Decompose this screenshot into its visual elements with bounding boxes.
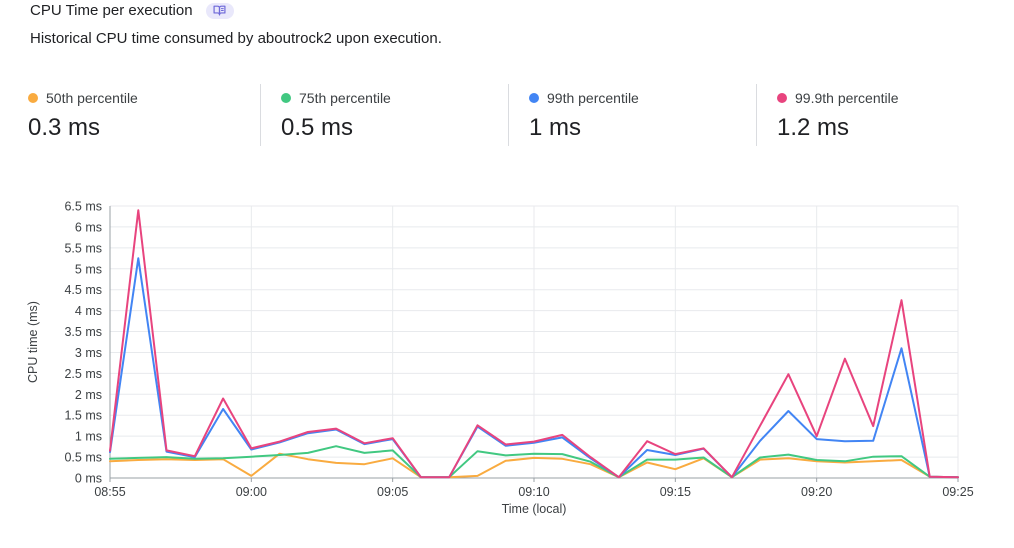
legend-dot-99-9th [777, 93, 787, 103]
stat-value: 1 ms [529, 114, 582, 141]
page-title: CPU Time per execution [30, 2, 193, 19]
stat-value: 0.5 ms [281, 114, 354, 141]
open-book-icon [213, 5, 226, 16]
y-tick-label: 2.5 ms [64, 367, 102, 381]
legend-dot-50th [28, 93, 38, 103]
y-tick-label: 6.5 ms [64, 200, 102, 214]
x-tick-label: 08:55 [94, 485, 125, 499]
stat-99-9th-percentile: 99.9th percentile 1.2 ms [756, 84, 1004, 146]
percentile-stats: 50th percentile 0.3 ms 75th percentile 0… [28, 84, 1004, 146]
y-tick-label: 6 ms [75, 220, 102, 234]
y-tick-label: 1 ms [75, 430, 102, 444]
stat-label: 99th percentile [547, 90, 639, 106]
y-tick-label: 3 ms [75, 346, 102, 360]
stat-label: 99.9th percentile [795, 90, 899, 106]
x-tick-label: 09:05 [377, 485, 408, 499]
series-line-99th-percentile [109, 257, 959, 479]
series-line-99-9th-percentile [109, 209, 959, 479]
x-tick-label: 09:10 [518, 485, 549, 499]
panel-subtitle: Historical CPU time consumed by aboutroc… [30, 30, 442, 47]
x-tick-label: 09:25 [942, 485, 973, 499]
stat-label: 50th percentile [46, 90, 138, 106]
legend-dot-75th [281, 93, 291, 103]
stat-label: 75th percentile [299, 90, 391, 106]
x-tick-label: 09:20 [801, 485, 832, 499]
stat-value: 0.3 ms [28, 114, 101, 141]
y-tick-label: 5 ms [75, 262, 102, 276]
stat-75th-percentile: 75th percentile 0.5 ms [260, 84, 508, 146]
docs-badge[interactable] [205, 2, 234, 19]
y-tick-label: 0.5 ms [64, 451, 102, 465]
panel-header: CPU Time per execution [30, 2, 234, 19]
y-tick-label: 1.5 ms [64, 409, 102, 423]
stat-50th-percentile: 50th percentile 0.3 ms [28, 84, 260, 146]
x-axis-title: Time (local) [502, 502, 567, 516]
y-axis-title: CPU time (ms) [26, 301, 40, 383]
stat-value: 1.2 ms [777, 114, 850, 141]
y-tick-label: 4.5 ms [64, 283, 102, 297]
stat-99th-percentile: 99th percentile 1 ms [508, 84, 756, 146]
legend-dot-99th [529, 93, 539, 103]
series-line-75th-percentile [109, 445, 959, 479]
x-tick-label: 09:15 [660, 485, 691, 499]
series-line-50th-percentile [109, 452, 959, 479]
y-tick-label: 3.5 ms [64, 325, 102, 339]
y-tick-label: 0 ms [75, 472, 102, 486]
x-tick-label: 09:00 [236, 485, 267, 499]
y-tick-label: 2 ms [75, 388, 102, 402]
y-tick-label: 5.5 ms [64, 241, 102, 255]
y-tick-label: 4 ms [75, 304, 102, 318]
